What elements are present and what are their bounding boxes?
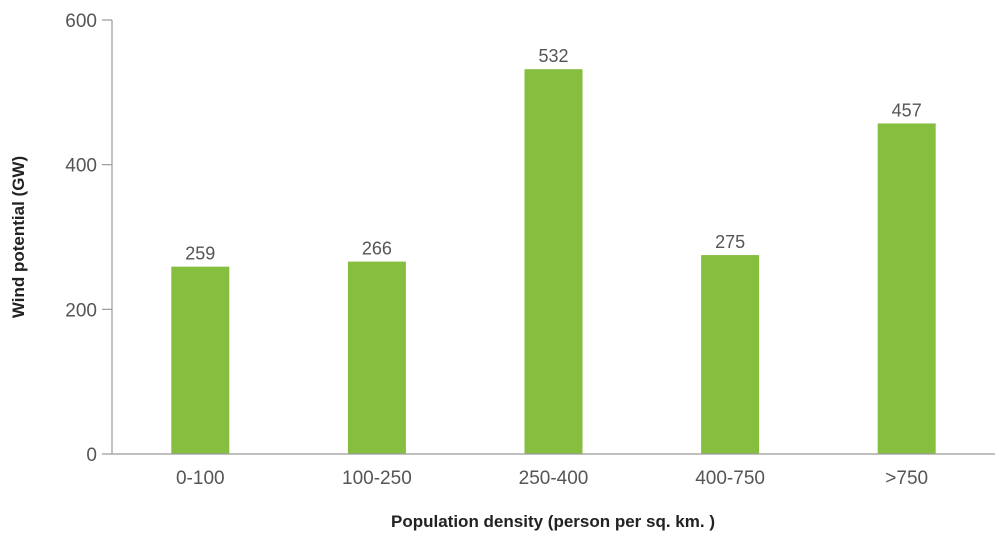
bar xyxy=(171,266,230,454)
plot-area: 259 266 532 275 457 xyxy=(171,46,936,454)
x-axis-title: Population density (person per sq. km. ) xyxy=(391,512,715,531)
bar xyxy=(701,255,760,454)
bar xyxy=(877,123,936,454)
x-tick-label: 100-250 xyxy=(342,468,412,489)
x-tick-label: 0-100 xyxy=(176,468,225,489)
bar-value-label: 532 xyxy=(538,46,568,66)
y-tick-label: 400 xyxy=(65,156,97,177)
y-tick-label: 0 xyxy=(86,445,97,466)
bar xyxy=(347,261,406,454)
x-tick-label: 400-750 xyxy=(695,468,765,489)
y-tick-label: 600 xyxy=(65,11,97,32)
y-axis-title: Wind potential (GW) xyxy=(9,156,28,318)
bar xyxy=(524,69,583,454)
y-axis-ticks: 0 200 400 600 xyxy=(65,11,112,466)
bar-value-label: 457 xyxy=(892,100,922,120)
x-tick-label: >750 xyxy=(885,468,928,489)
bar-value-label: 266 xyxy=(362,239,392,259)
bar-value-label: 275 xyxy=(715,232,745,252)
y-tick-label: 200 xyxy=(65,300,97,321)
x-tick-label: 250-400 xyxy=(519,468,589,489)
x-axis-ticks: 0-100 100-250 250-400 400-750 >750 xyxy=(176,468,928,489)
bar-value-label: 259 xyxy=(185,244,215,264)
